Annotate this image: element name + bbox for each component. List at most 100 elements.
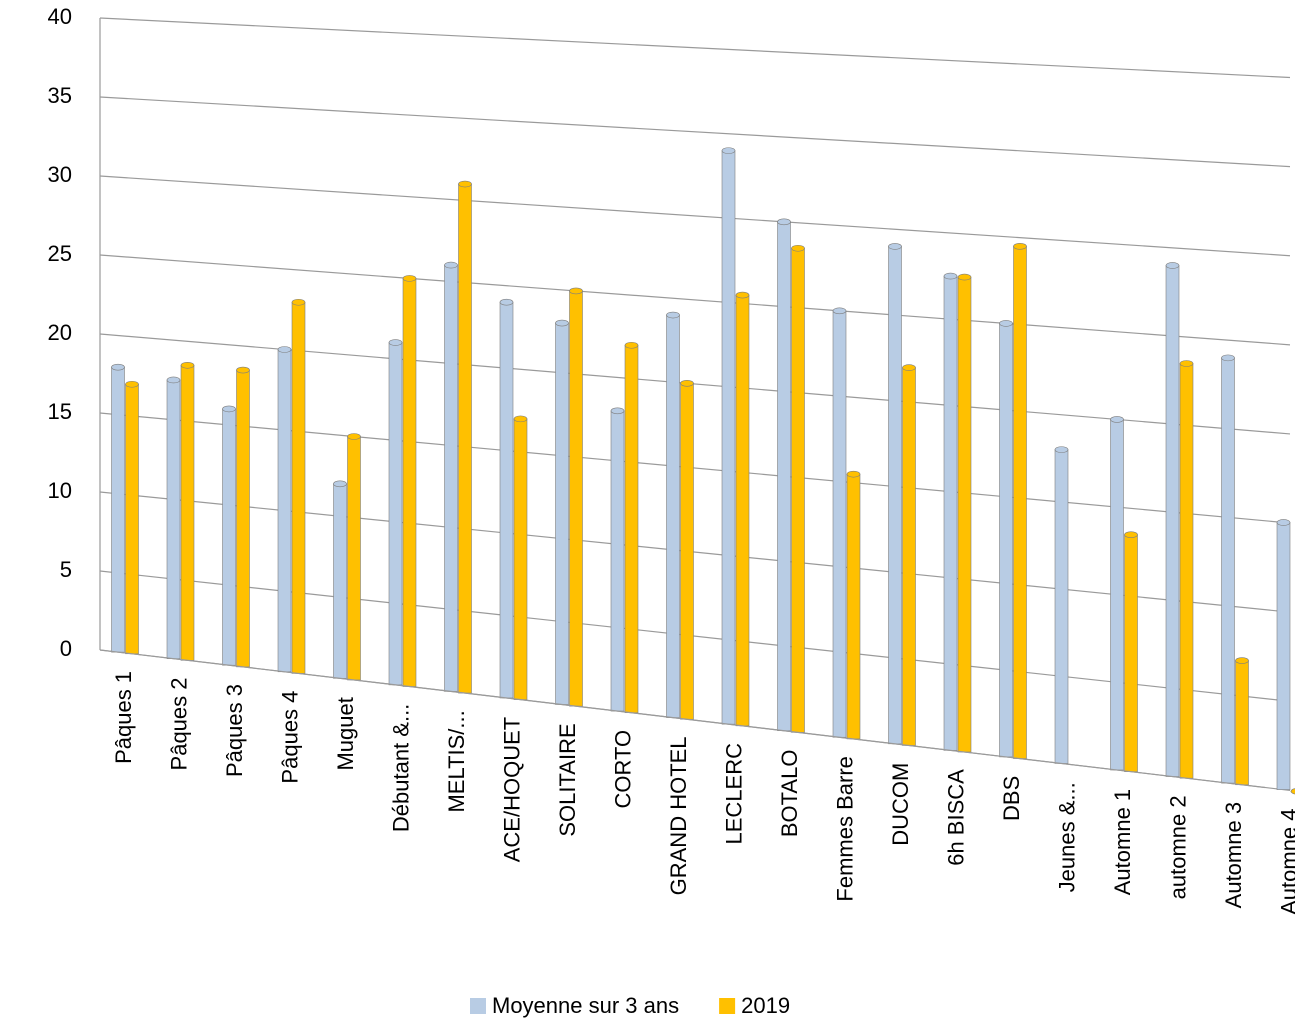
bar-cap bbox=[778, 219, 791, 225]
bar-cap bbox=[223, 406, 236, 412]
bar-group bbox=[681, 380, 694, 719]
bar-cap bbox=[334, 481, 347, 487]
bar-cap bbox=[500, 299, 513, 305]
x-tick-label: Automne 3 bbox=[1221, 802, 1246, 908]
bar-group bbox=[944, 273, 957, 750]
bar-group bbox=[1166, 262, 1179, 776]
bar-group bbox=[722, 148, 735, 725]
bar-group bbox=[833, 308, 846, 737]
bar-cap bbox=[570, 288, 583, 294]
x-tick-label: MELTIS/... bbox=[444, 710, 469, 812]
bar bbox=[1055, 450, 1068, 764]
bar bbox=[736, 295, 749, 726]
bar-cap bbox=[903, 365, 916, 371]
bar-cap bbox=[403, 275, 416, 281]
x-tick-label: BOTALO bbox=[777, 750, 802, 838]
bar-group bbox=[667, 312, 680, 718]
bar-cap bbox=[237, 367, 250, 373]
bar-group bbox=[1236, 658, 1249, 785]
bar-group bbox=[1222, 355, 1235, 783]
legend-swatch bbox=[470, 998, 486, 1014]
grid-line bbox=[100, 18, 1290, 78]
bar-cap bbox=[112, 364, 125, 370]
bar-group bbox=[889, 243, 902, 743]
bar-group bbox=[792, 245, 805, 732]
x-tick-label: Pâques 4 bbox=[277, 691, 302, 784]
x-tick-label: Pâques 2 bbox=[166, 677, 191, 770]
x-tick-label: SOLITAIRE bbox=[555, 723, 580, 836]
bar-group bbox=[625, 342, 638, 712]
bar bbox=[1277, 522, 1290, 789]
bar bbox=[667, 315, 680, 718]
bar bbox=[556, 323, 569, 704]
bar bbox=[514, 419, 527, 700]
bar-cap bbox=[847, 471, 860, 477]
bar-cap bbox=[1166, 262, 1179, 268]
bar-cap bbox=[292, 299, 305, 305]
bar-cap bbox=[1277, 519, 1290, 525]
bar bbox=[570, 291, 583, 706]
bar bbox=[167, 380, 180, 659]
y-tick-label: 40 bbox=[48, 4, 72, 29]
bar-cap bbox=[445, 262, 458, 268]
bar-group bbox=[736, 292, 749, 726]
bar bbox=[292, 302, 305, 673]
x-tick-label: Femmes Barre bbox=[832, 756, 857, 901]
bar bbox=[611, 411, 624, 711]
bar-cap bbox=[1180, 361, 1193, 367]
bar-group bbox=[958, 274, 971, 752]
bar-cap bbox=[278, 346, 291, 352]
bar bbox=[500, 302, 513, 698]
bar bbox=[1000, 323, 1013, 757]
bar-cap bbox=[611, 408, 624, 414]
x-tick-label: CORTO bbox=[610, 730, 635, 809]
x-tick-label: DUCOM bbox=[888, 763, 913, 846]
bar-cap bbox=[556, 320, 569, 326]
bar-cap bbox=[459, 181, 472, 187]
bar-group bbox=[847, 471, 860, 739]
bar-cap bbox=[1291, 788, 1295, 794]
bar-group bbox=[389, 340, 402, 685]
bar bbox=[778, 222, 791, 731]
bar bbox=[1236, 661, 1249, 785]
bar-group bbox=[278, 346, 291, 671]
bar-group bbox=[126, 381, 139, 654]
bar-cap bbox=[1055, 447, 1068, 453]
bar-cap bbox=[1236, 658, 1249, 664]
bar-cap bbox=[1000, 320, 1013, 326]
bar-group bbox=[500, 299, 513, 698]
bar bbox=[847, 474, 860, 739]
bar-cap bbox=[1111, 416, 1124, 422]
bar bbox=[681, 383, 694, 719]
bar-cap bbox=[958, 274, 971, 280]
x-tick-label: LECLERC bbox=[721, 743, 746, 845]
grid-line bbox=[100, 255, 1290, 345]
y-tick-label: 35 bbox=[48, 83, 72, 108]
y-tick-label: 10 bbox=[48, 478, 72, 503]
bar bbox=[1014, 246, 1027, 758]
bar-cap bbox=[1014, 243, 1027, 249]
legend-label: 2019 bbox=[741, 993, 790, 1018]
bar bbox=[278, 349, 291, 671]
bar-group bbox=[556, 320, 569, 704]
x-tick-label: Muguet bbox=[333, 697, 358, 770]
bar-group bbox=[112, 364, 125, 652]
bar bbox=[625, 345, 638, 712]
bar bbox=[1166, 265, 1179, 776]
bar-cap bbox=[944, 273, 957, 279]
y-tick-label: 20 bbox=[48, 320, 72, 345]
bar-group bbox=[237, 367, 250, 667]
bar-cap bbox=[1222, 355, 1235, 361]
bar-cap bbox=[792, 245, 805, 251]
bar bbox=[403, 278, 416, 686]
bar-group bbox=[514, 416, 527, 700]
bar bbox=[889, 246, 902, 743]
bar-cap bbox=[348, 433, 361, 439]
bar-cap bbox=[1125, 532, 1138, 538]
x-tick-label: Automne 1 bbox=[1110, 789, 1135, 895]
bar bbox=[181, 365, 194, 660]
grid-line bbox=[100, 176, 1290, 256]
bar-group bbox=[181, 362, 194, 660]
bar-cap bbox=[126, 381, 139, 387]
bar bbox=[389, 343, 402, 685]
